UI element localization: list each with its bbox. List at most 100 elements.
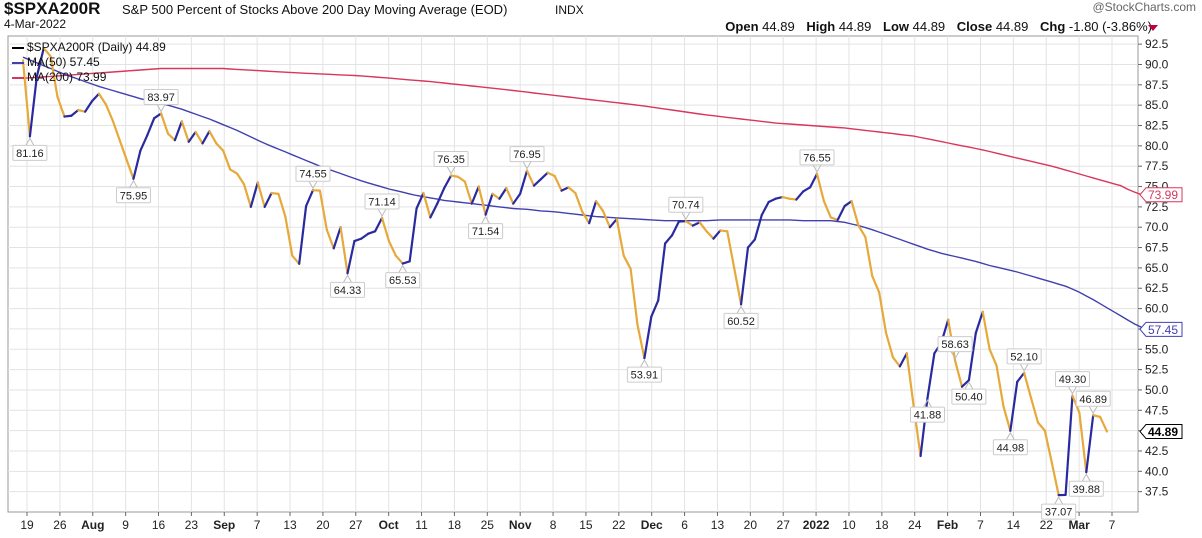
price-segment bbox=[77, 108, 87, 113]
y-tick-label: 67.5 bbox=[1145, 241, 1169, 255]
y-tick-label: 87.5 bbox=[1145, 78, 1169, 92]
price-segment bbox=[981, 310, 991, 351]
price-segment bbox=[1036, 421, 1046, 432]
price-segment bbox=[346, 239, 356, 275]
y-tick-label: 62.5 bbox=[1145, 281, 1169, 295]
annotation-pointer bbox=[129, 179, 138, 189]
price-segment bbox=[601, 209, 611, 229]
price-segment bbox=[360, 232, 370, 240]
price-segment bbox=[484, 192, 494, 216]
price-segment bbox=[1098, 415, 1109, 433]
price-segment bbox=[318, 189, 328, 231]
last-value-label: 57.45 bbox=[1148, 323, 1178, 337]
price-segment bbox=[166, 132, 176, 142]
chg-value: -1.80 (-3.86%) bbox=[1068, 19, 1152, 34]
price-segment bbox=[325, 228, 335, 250]
annotation-pointer bbox=[1068, 386, 1077, 395]
price-segment bbox=[180, 120, 190, 143]
price-segment bbox=[657, 242, 667, 302]
annotation-box bbox=[1075, 390, 1111, 407]
price-segment bbox=[429, 202, 439, 219]
x-tick-label: Sep bbox=[213, 518, 235, 532]
chart-legend: $SPXA200R (Daily) 44.89 MA(50) 57.45 MA(… bbox=[12, 40, 166, 85]
annotation-box bbox=[1041, 503, 1077, 520]
price-segment bbox=[194, 130, 204, 145]
annotation-pointer bbox=[377, 208, 387, 217]
price-segment bbox=[70, 108, 80, 117]
annotation-label: 37.07 bbox=[1045, 507, 1073, 519]
price-segment bbox=[781, 196, 791, 200]
annotation-label: 39.88 bbox=[1073, 484, 1101, 496]
price-segment bbox=[553, 174, 563, 192]
annotation-box bbox=[1054, 371, 1090, 388]
last-value-tag bbox=[1139, 321, 1183, 337]
annotation-label: 53.91 bbox=[631, 370, 659, 382]
price-segment bbox=[1016, 371, 1026, 383]
price-segment bbox=[539, 171, 549, 181]
price-segment bbox=[788, 197, 798, 201]
price-segment bbox=[249, 181, 259, 208]
annotation-pointer bbox=[923, 399, 932, 408]
price-segment bbox=[436, 187, 446, 205]
price-segment bbox=[49, 55, 59, 99]
price-segment bbox=[173, 120, 183, 142]
annotation-box bbox=[12, 144, 48, 161]
x-tick-label: 27 bbox=[777, 518, 791, 532]
annotation-box bbox=[799, 149, 835, 166]
price-segment bbox=[739, 246, 750, 306]
price-segment bbox=[822, 200, 832, 219]
price-segment bbox=[291, 254, 301, 265]
price-segment bbox=[298, 204, 308, 265]
price-segment bbox=[132, 149, 142, 180]
price-segment bbox=[878, 291, 888, 335]
x-tick-label: 9 bbox=[122, 518, 129, 532]
price-segment bbox=[836, 204, 846, 221]
annotation-pointer bbox=[736, 305, 746, 314]
annotation-label: 70.74 bbox=[672, 200, 700, 212]
price-segment bbox=[139, 134, 149, 152]
price-segment bbox=[525, 169, 536, 187]
price-segment bbox=[636, 323, 646, 360]
price-segment bbox=[615, 217, 625, 257]
annotation-box bbox=[385, 272, 421, 289]
price-segment bbox=[125, 158, 135, 180]
annotation-label: 46.89 bbox=[1079, 394, 1107, 406]
price-segment bbox=[519, 169, 529, 195]
annotation-box bbox=[468, 223, 504, 240]
legend-label-main: $SPXA200R (Daily) 44.89 bbox=[27, 40, 166, 54]
annotation-label: 71.54 bbox=[472, 226, 500, 238]
legend-label-ma50: MA(50) 57.45 bbox=[27, 55, 100, 69]
legend-item-ma50: MA(50) 57.45 bbox=[12, 55, 166, 70]
annotation-pointer bbox=[522, 161, 532, 170]
price-segment bbox=[332, 226, 342, 250]
price-segment bbox=[857, 224, 867, 239]
close-value: 44.89 bbox=[995, 19, 1029, 34]
price-segment bbox=[684, 220, 694, 227]
annotation-box bbox=[937, 336, 973, 353]
price-segment bbox=[21, 59, 32, 138]
price-segment bbox=[415, 191, 425, 210]
annotation-pointer bbox=[398, 264, 408, 273]
ma200-line bbox=[22, 67, 1142, 196]
price-segment bbox=[567, 186, 577, 195]
price-segment bbox=[650, 299, 660, 318]
x-tick-label: 14 bbox=[1007, 518, 1021, 532]
x-tick-label: Aug bbox=[81, 518, 104, 532]
y-tick-label: 40.0 bbox=[1145, 464, 1169, 478]
x-tick-label: Oct bbox=[379, 518, 399, 532]
annotation-box bbox=[951, 388, 987, 405]
price-segment bbox=[477, 185, 487, 216]
annotation-box bbox=[509, 146, 545, 163]
y-tick-label: 52.5 bbox=[1145, 363, 1169, 377]
annotation-box bbox=[1006, 348, 1042, 365]
price-segment bbox=[208, 130, 218, 145]
x-tick-label: 11 bbox=[415, 518, 428, 532]
legend-item-main: $SPXA200R (Daily) 44.89 bbox=[12, 40, 166, 55]
annotation-label: 76.35 bbox=[437, 154, 465, 166]
price-segment bbox=[843, 200, 853, 208]
annotation-pointer bbox=[1088, 406, 1098, 415]
price-segment bbox=[463, 180, 473, 205]
annotation-label: 65.53 bbox=[389, 275, 417, 287]
price-segment bbox=[809, 172, 819, 189]
open-label: Open bbox=[725, 19, 759, 34]
